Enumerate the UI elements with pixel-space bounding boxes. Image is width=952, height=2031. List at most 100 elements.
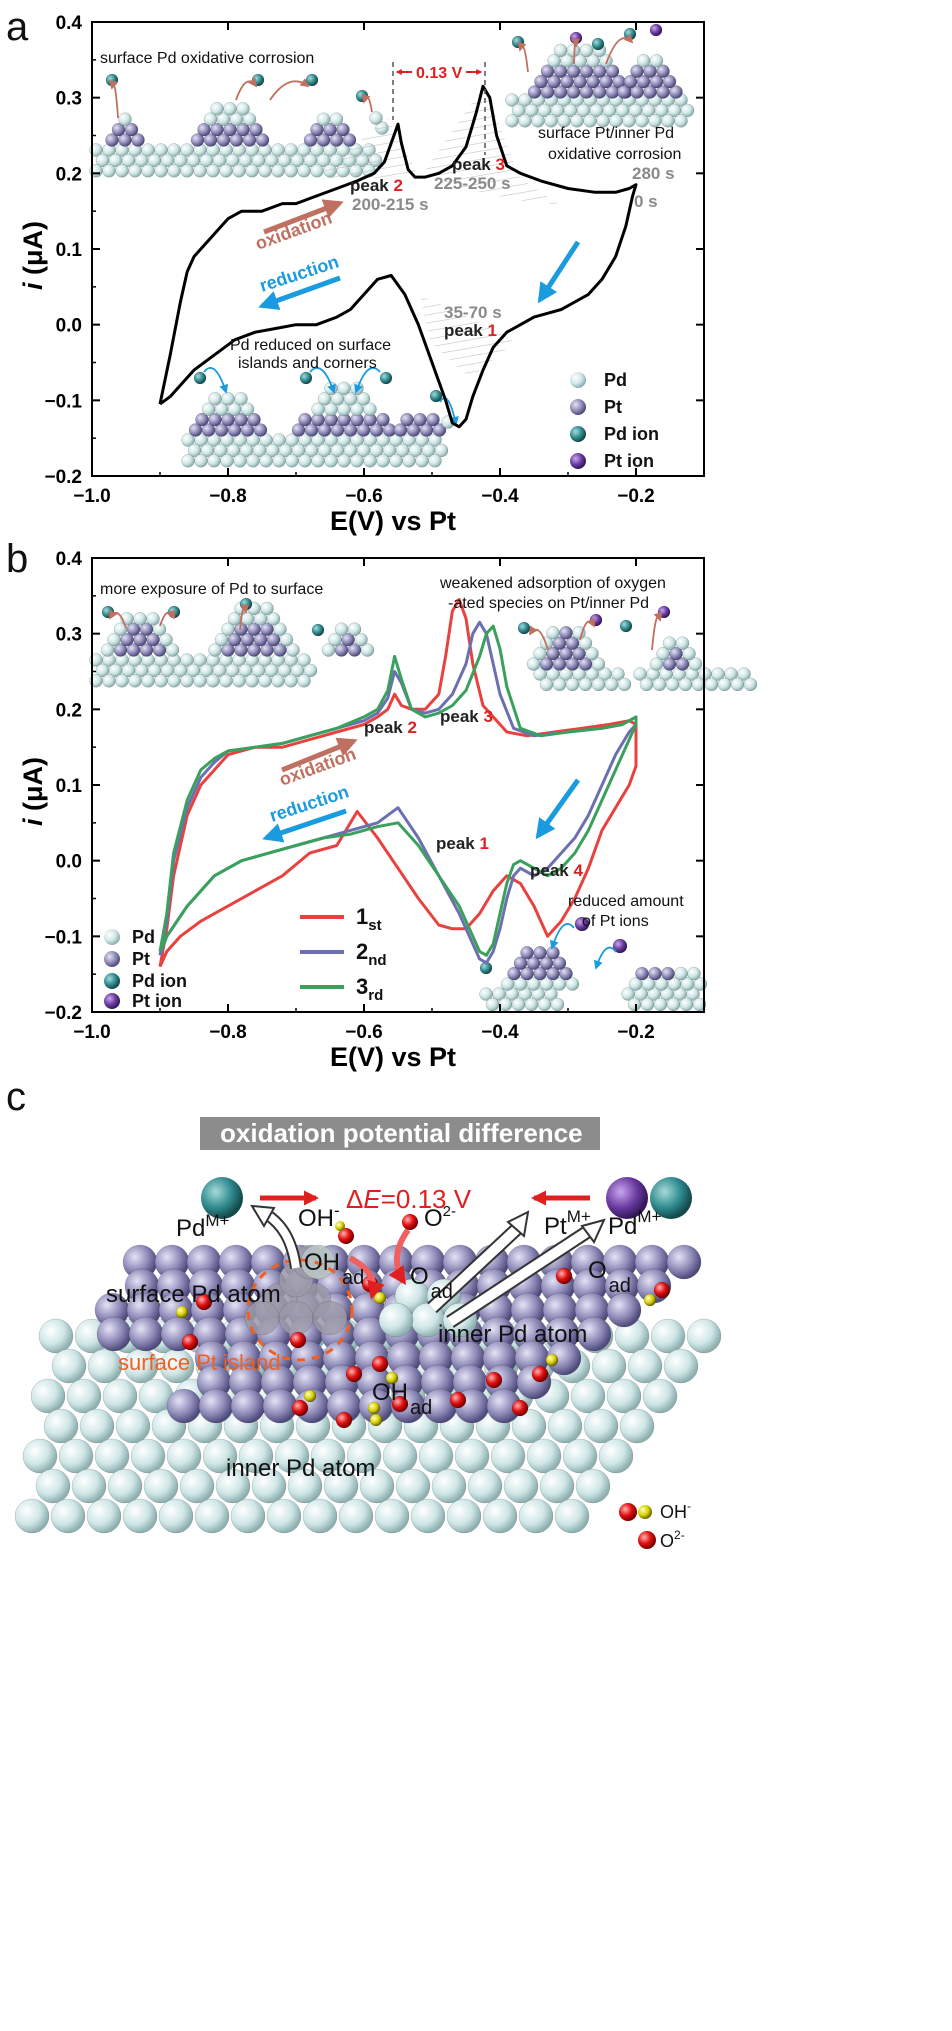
inner-pd-atom bbox=[79, 1408, 115, 1444]
label-o2-minus: O2- bbox=[424, 1203, 456, 1232]
pd-atom bbox=[636, 54, 651, 68]
delta-e-label-a: 0.13 V bbox=[416, 65, 463, 82]
y-tick-label: 0.2 bbox=[56, 700, 82, 721]
adsorbed-oxygen bbox=[531, 1365, 549, 1383]
pd-atom bbox=[428, 454, 442, 468]
adsorbed-oxygen bbox=[555, 1267, 573, 1285]
pd-atom bbox=[585, 646, 599, 661]
oxidation-banner bbox=[200, 1117, 600, 1150]
pd-atom bbox=[260, 601, 274, 616]
pd-atom bbox=[219, 164, 233, 178]
pd-atom bbox=[242, 112, 257, 126]
pt-shell-atom bbox=[128, 1316, 164, 1352]
pd-atom bbox=[737, 667, 751, 681]
pd-atom bbox=[286, 643, 300, 657]
inner-pd-atom bbox=[431, 1468, 467, 1504]
pd-atom bbox=[206, 164, 220, 178]
pd-atom bbox=[537, 997, 552, 1012]
inner-pd-atom bbox=[562, 1438, 598, 1474]
inner-pd-atom bbox=[22, 1438, 58, 1474]
note-reduced-pt-2: of Pt ions bbox=[582, 913, 649, 930]
surface-pt-island-atom bbox=[244, 1300, 280, 1336]
pt-atom bbox=[400, 412, 414, 427]
inner-pd-atom bbox=[122, 1498, 158, 1534]
pd-atom bbox=[376, 454, 390, 468]
pd-atom bbox=[266, 612, 281, 626]
pt-atom bbox=[662, 74, 677, 89]
delta-e-label-c: ΔE=0.13 V bbox=[346, 1184, 472, 1214]
pd-atom bbox=[233, 454, 247, 468]
panel-letter-c: c bbox=[6, 1075, 26, 1119]
inner-pd-atom bbox=[38, 1318, 74, 1354]
y-tick-label: 0.0 bbox=[56, 316, 82, 337]
label-o-ad-center: Oad bbox=[410, 1263, 453, 1303]
inner-pd-atom bbox=[143, 1468, 179, 1504]
peak3-time: 225-250 s bbox=[434, 174, 511, 193]
pd-atom bbox=[316, 112, 331, 126]
pd-atom bbox=[271, 164, 285, 178]
adsorbed-hydrogen bbox=[373, 1291, 387, 1305]
y-tick-label: 0.3 bbox=[56, 89, 82, 110]
inner-pd-atom bbox=[71, 1468, 107, 1504]
inner-pd-atom bbox=[583, 1408, 619, 1444]
pt-atom bbox=[520, 946, 534, 960]
label-inner-pd-atom-top: inner Pd atom bbox=[438, 1321, 587, 1348]
legend-b-series: 1st 2nd 3rd bbox=[300, 904, 387, 1004]
pd-atom bbox=[259, 454, 273, 468]
label-oh-ad-top: OHad bbox=[304, 1249, 364, 1289]
legend-b-pdion-swatch bbox=[104, 973, 120, 989]
pt-shell-atom bbox=[666, 1244, 702, 1280]
pd-atom bbox=[653, 997, 668, 1012]
pt-atom bbox=[413, 412, 427, 427]
pd-atom bbox=[356, 392, 371, 406]
inner-pd-atom bbox=[606, 1378, 642, 1414]
panel-b-axes: −1.0 −0.8 −0.6 −0.4 −0.2 −0.2 −0.1 0.0 0.1 0.2 0.3… bbox=[44, 549, 704, 1043]
y-tick-label: −0.2 bbox=[44, 1003, 82, 1024]
pd-atom bbox=[165, 643, 180, 657]
oxidation-banner-text: oxidation potential difference bbox=[220, 1118, 583, 1148]
series-line-1st bbox=[158, 598, 638, 968]
oxidation-label-b: oxidation bbox=[277, 744, 359, 790]
pd-atom bbox=[297, 674, 311, 688]
pd-atom bbox=[337, 381, 351, 396]
adsorbed-oxygen bbox=[449, 1391, 467, 1409]
time-0s: 0 s bbox=[634, 192, 658, 211]
migration-arrow bbox=[309, 367, 336, 394]
pd-atom bbox=[115, 674, 129, 688]
migration-arrow bbox=[235, 77, 258, 101]
pd-atom bbox=[146, 612, 160, 626]
pd-atom bbox=[704, 677, 719, 692]
panel-letter-a: a bbox=[6, 5, 29, 49]
adsorbed-hydrogen bbox=[545, 1353, 559, 1367]
x-tick-label: −0.8 bbox=[209, 1022, 247, 1043]
note-pt-inner-pd-1: surface Pt/inner Pd bbox=[538, 125, 674, 142]
pd-atom bbox=[297, 164, 311, 178]
x-tick-label: −1.0 bbox=[73, 486, 111, 507]
pd-atom bbox=[415, 454, 429, 468]
inner-pd-atom bbox=[511, 1408, 547, 1444]
inner-pd-atom bbox=[230, 1498, 266, 1534]
inner-pd-atom bbox=[58, 1438, 94, 1474]
inner-pd-atom bbox=[107, 1468, 143, 1504]
inner-pd-atom bbox=[518, 1498, 554, 1534]
reduction-arrow-a: reduction bbox=[257, 251, 341, 311]
adsorbed-hydrogen bbox=[643, 1293, 657, 1307]
pd-atom bbox=[240, 402, 255, 416]
pt-shell-atom bbox=[166, 1388, 202, 1424]
pt-atom bbox=[249, 122, 263, 137]
pd-atom bbox=[665, 677, 680, 692]
pd-atom bbox=[505, 114, 519, 128]
pd-atom bbox=[591, 677, 606, 692]
panel-c: c oxidation potential difference ΔE=0.13… bbox=[6, 1075, 722, 1551]
reduction-arrow-b-right bbox=[535, 778, 581, 840]
peak1-label-b: peak 1 bbox=[436, 834, 489, 853]
pd-atom bbox=[402, 454, 416, 468]
pd-atom bbox=[350, 454, 364, 468]
legend-a-ption: Pt ion bbox=[604, 451, 654, 471]
panel-b-plot-frame bbox=[91, 557, 705, 1013]
pd-atom bbox=[102, 674, 116, 688]
pd-ion bbox=[591, 37, 605, 51]
inner-pd-atom bbox=[554, 1498, 590, 1534]
pd-atom bbox=[553, 43, 568, 58]
inner-pd-atom bbox=[359, 1468, 395, 1504]
